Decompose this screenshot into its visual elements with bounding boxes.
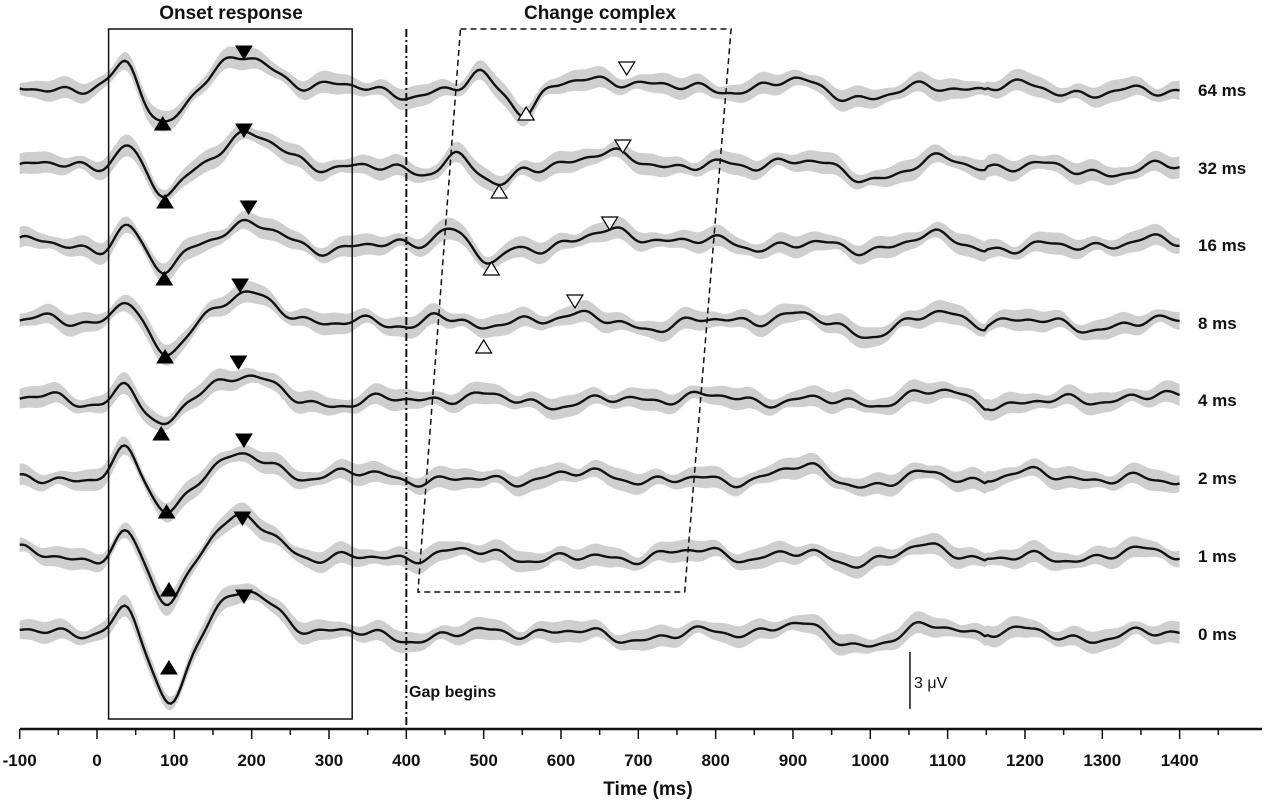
- trace-16ms: [19, 218, 1180, 275]
- x-tick-label: 1300: [1083, 751, 1121, 770]
- x-tick-label: -100: [3, 751, 37, 770]
- x-tick-label: 0: [92, 751, 101, 770]
- confidence-bands: [19, 46, 1180, 711]
- p2-marker-2ms: [235, 433, 253, 448]
- n1-marker-8ms: [156, 349, 174, 364]
- erp-traces: [19, 56, 1181, 705]
- x-tick-label: 200: [237, 751, 265, 770]
- band-1ms: [19, 502, 1180, 616]
- series-label-4ms: 4 ms: [1198, 391, 1237, 410]
- band-64ms: [19, 46, 1180, 132]
- band-0ms: [19, 583, 1180, 711]
- x-tick-label: 800: [701, 751, 729, 770]
- x-tick-label: 1100: [929, 751, 966, 770]
- trace-2ms: [19, 444, 1180, 514]
- p2-marker-0ms: [235, 589, 253, 604]
- n1-marker-64ms: [153, 116, 172, 131]
- band-32ms: [19, 123, 1180, 204]
- series-label-1ms: 1 ms: [1198, 547, 1237, 566]
- n1-marker-1ms: [160, 582, 178, 597]
- band-4ms: [19, 368, 1180, 432]
- trace-0ms: [19, 590, 1180, 705]
- n1-marker-32ms: [156, 194, 174, 209]
- p2-marker-64ms: [235, 45, 253, 60]
- p2-marker-8ms: [231, 278, 249, 293]
- x-tick-label: 500: [469, 751, 497, 770]
- band-2ms: [19, 436, 1180, 523]
- change-box-label: Change complex: [524, 3, 676, 24]
- series-label-64ms: 64 ms: [1198, 81, 1246, 100]
- p2-marker-4ms: [229, 355, 248, 370]
- change-p2-marker-64ms: [617, 61, 636, 77]
- x-tick-label: 1200: [1006, 751, 1044, 770]
- change-n1-marker-8ms: [474, 338, 493, 354]
- n1-marker-16ms: [155, 271, 174, 286]
- onset-response-box: [107, 28, 353, 720]
- band-16ms: [19, 210, 1180, 284]
- p2-marker-32ms: [235, 123, 253, 138]
- p2-marker-16ms: [239, 200, 258, 215]
- trace-64ms: [19, 56, 1180, 123]
- n1-marker-2ms: [157, 504, 176, 519]
- series-label-32ms: 32 ms: [1198, 159, 1246, 178]
- series-label-8ms: 8 ms: [1198, 314, 1237, 333]
- trace-4ms: [19, 374, 1181, 426]
- change-n1-marker-32ms: [490, 183, 509, 199]
- series-labels: 64 ms 32 ms 16 ms 8 ms 4 ms 2 ms 1 ms 0 ms: [1198, 81, 1246, 644]
- series-label-16ms: 16 ms: [1198, 236, 1246, 255]
- n1-marker-0ms: [160, 660, 178, 675]
- change-p2-marker-16ms: [600, 216, 619, 232]
- trace-8ms: [19, 290, 1180, 357]
- x-axis-title: Time (ms): [603, 779, 692, 800]
- x-tick-label: 300: [315, 751, 343, 770]
- x-tick-label: 100: [160, 751, 188, 770]
- gap-begins-label: Gap begins: [409, 684, 496, 701]
- x-tick-label: 900: [779, 751, 807, 770]
- scale-bar-label: 3 μV: [914, 675, 948, 692]
- p2-marker-1ms: [233, 511, 252, 526]
- trace-32ms: [19, 130, 1180, 198]
- change-p2-marker-8ms: [565, 294, 584, 310]
- annotation-boxes: [107, 28, 911, 728]
- series-label-0ms: 0 ms: [1198, 625, 1237, 644]
- x-tick-label: 1000: [851, 751, 889, 770]
- n1-marker-4ms: [152, 426, 171, 441]
- change-complex-box: [417, 28, 732, 593]
- peak-markers: [152, 45, 636, 675]
- x-tick-label: 1400: [1161, 751, 1199, 770]
- x-tick-label: 600: [547, 751, 575, 770]
- x-tick-label: 400: [392, 751, 420, 770]
- change-n1-marker-64ms: [517, 105, 536, 121]
- trace-1ms: [19, 512, 1180, 607]
- change-n1-marker-16ms: [482, 260, 501, 276]
- change-p2-marker-32ms: [613, 139, 632, 155]
- band-8ms: [19, 280, 1180, 366]
- series-label-2ms: 2 ms: [1198, 469, 1237, 488]
- onset-box-label: Onset response: [159, 3, 303, 24]
- x-axis: -100 0 100 200 300 400 500 600 700 800 900 1000 1100…: [3, 727, 1262, 770]
- x-tick-label: 700: [624, 751, 652, 770]
